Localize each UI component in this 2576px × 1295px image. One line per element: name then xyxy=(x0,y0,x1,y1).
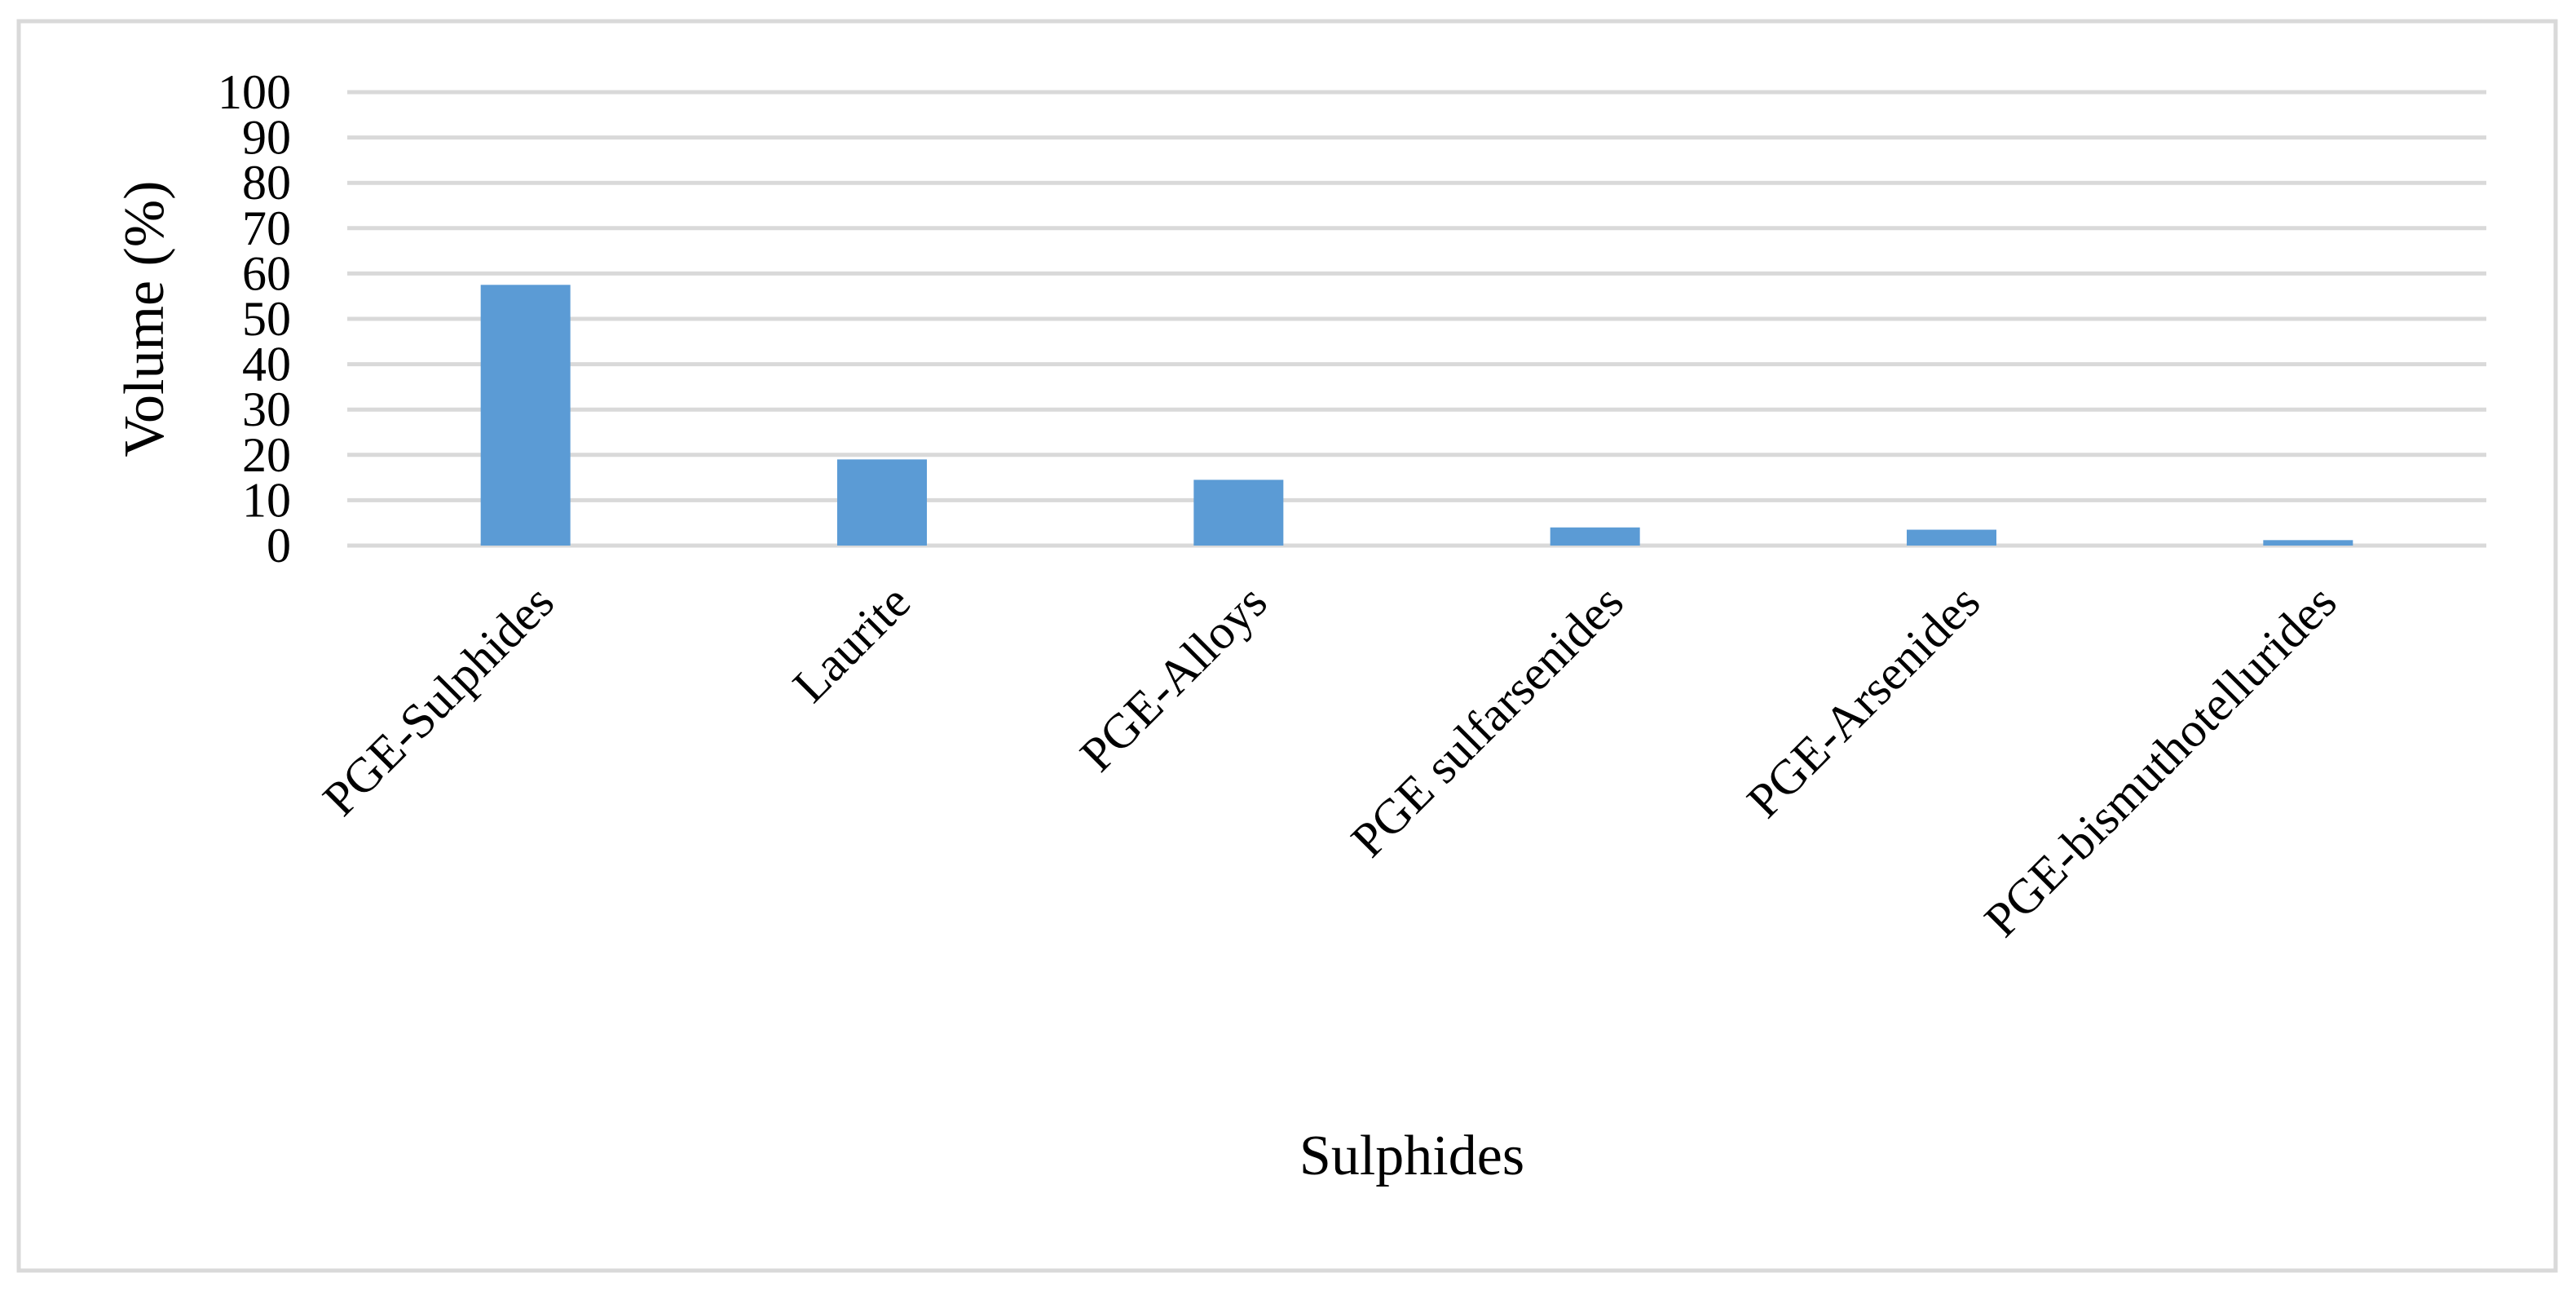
y-axis-title: Volume (%) xyxy=(113,181,176,457)
chart-border xyxy=(16,19,2558,1273)
bar-pge-bismuthotellurides xyxy=(2263,540,2353,546)
y-tick-label-0: 0 xyxy=(267,519,291,572)
bars xyxy=(480,285,2353,546)
y-tick-label-60: 60 xyxy=(242,246,291,300)
y-tick-label-30: 30 xyxy=(242,382,291,436)
y-tick-label-90: 90 xyxy=(242,111,291,165)
bar-laurite xyxy=(837,459,927,546)
y-tick-label-70: 70 xyxy=(242,201,291,255)
bar-pge-sulphides xyxy=(480,285,571,546)
bar-pge-arsenides xyxy=(1907,529,1996,546)
y-tick-label-20: 20 xyxy=(242,428,291,482)
y-tick-label-100: 100 xyxy=(218,65,291,119)
y-tick-label-40: 40 xyxy=(242,338,291,391)
y-tick-label-80: 80 xyxy=(242,156,291,210)
gridlines xyxy=(347,90,2486,548)
bar-pge-sulfarsenides xyxy=(1550,527,1640,546)
y-tick-label-50: 50 xyxy=(242,292,291,346)
bar-pge-alloys xyxy=(1193,480,1284,546)
x-axis-title: Sulphides xyxy=(1299,1125,1524,1187)
y-tick-label-10: 10 xyxy=(242,473,291,527)
